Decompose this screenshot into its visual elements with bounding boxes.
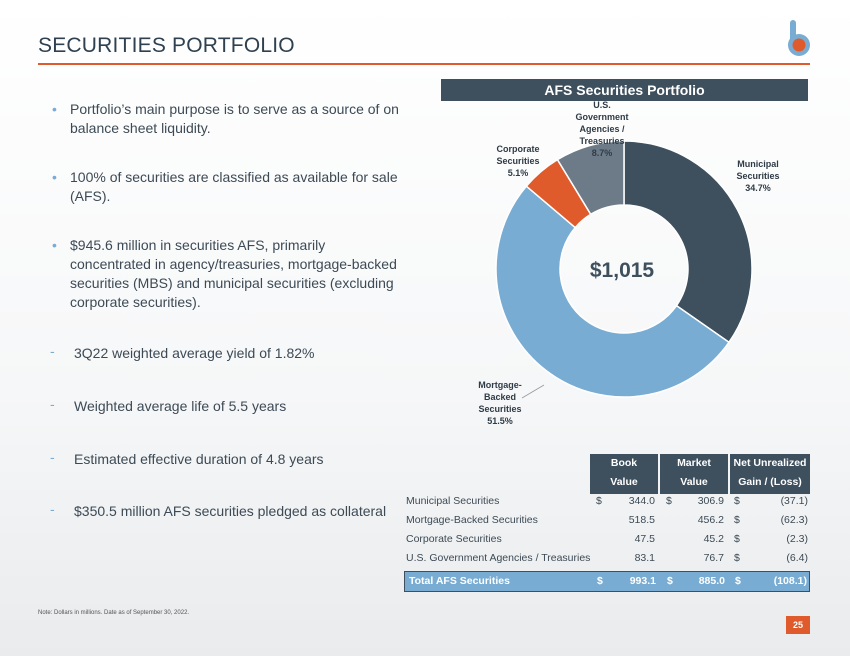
sub-bullet-item: - $350.5 million AFS securities pledged … xyxy=(10,501,408,521)
sub-bullet-text: Estimated effective duration of 4.8 year… xyxy=(74,451,324,467)
total-book: 993.1 xyxy=(629,575,656,587)
bullet-item: • $945.6 million in securities AFS, prim… xyxy=(50,236,410,312)
col-header-market: Market Value xyxy=(660,454,728,494)
total-book-currency: $ xyxy=(597,575,603,587)
table-total-row: Total AFS Securities $ 993.1 $ 885.0 $ (… xyxy=(404,571,810,592)
sub-bullet-text: Weighted average life of 5.5 years xyxy=(74,398,287,414)
bullet-dot-icon: • xyxy=(52,169,57,185)
row-gain: (2.3) xyxy=(786,533,808,545)
slice-label: U.S. Government Agencies / Treasuries 8.7% xyxy=(575,100,628,158)
bullet-dot-icon: • xyxy=(52,237,57,253)
bullet-item: • Portfolio’s main purpose is to serve a… xyxy=(50,100,410,138)
dash-icon: - xyxy=(50,396,55,412)
pie-slice xyxy=(623,140,753,344)
col-header-market-line2: Value xyxy=(680,476,708,488)
col-header-gain: Net Unrealized Gain / (Loss) xyxy=(730,454,810,494)
row-name: Municipal Securities xyxy=(406,495,500,507)
row-market: 306.9 xyxy=(697,495,724,507)
total-gain: (108.1) xyxy=(773,575,807,587)
row-book: 47.5 xyxy=(634,533,655,545)
row-book: 518.5 xyxy=(628,514,655,526)
company-logo-icon xyxy=(788,20,810,56)
bullet-text: Portfolio’s main purpose is to serve as … xyxy=(70,101,399,136)
donut-chart: Municipal Securities 34.7% Mortgage-Backed S… xyxy=(478,100,779,426)
bullet-dot-icon: • xyxy=(52,101,57,117)
row-gain-currency: $ xyxy=(734,533,740,545)
table-row: U.S. Government Agencies / Treasuries 83… xyxy=(404,549,810,568)
row-market: 456.2 xyxy=(697,514,724,526)
footnote: Note: Dollars in millions. Date as of Se… xyxy=(38,610,190,616)
col-header-market-line1: Market xyxy=(677,457,711,469)
row-gain-currency: $ xyxy=(734,495,740,507)
row-name: Mortgage-Backed Securities xyxy=(406,514,538,526)
row-market-currency: $ xyxy=(666,495,672,507)
pie-slice xyxy=(556,140,625,216)
sub-bullet-item: - Weighted average life of 5.5 years xyxy=(10,396,410,416)
col-header-gain-line2: Gain / (Loss) xyxy=(738,476,802,488)
row-gain-currency: $ xyxy=(734,514,740,526)
slice-label: Mortgage-Backed Securities 51.5% xyxy=(478,380,522,426)
page-title: SECURITIES PORTFOLIO xyxy=(38,34,295,57)
dash-icon: - xyxy=(50,343,55,359)
bullet-text: $945.6 million in securities AFS, primar… xyxy=(70,237,397,310)
col-header-book-line1: Book xyxy=(610,457,638,469)
dash-icon: - xyxy=(50,501,55,517)
sub-bullet-item: - Estimated effective duration of 4.8 ye… xyxy=(10,449,410,469)
slice-label: Corporate Securities 5.1% xyxy=(496,144,539,178)
pie-slice xyxy=(495,185,730,398)
dash-icon: - xyxy=(50,449,55,465)
total-market: 885.0 xyxy=(698,575,725,587)
row-book-currency: $ xyxy=(596,495,602,507)
total-gain-currency: $ xyxy=(735,575,741,587)
slice-leader-line xyxy=(521,384,545,399)
chart-title: AFS Securities Portfolio xyxy=(441,79,808,101)
bullet-list: • Portfolio’s main purpose is to serve a… xyxy=(50,100,410,521)
title-divider xyxy=(38,63,810,65)
table-row: Corporate Securities 47.5 45.2 $ (2.3) xyxy=(404,530,810,549)
table-row: Municipal Securities $ 344.0 $ 306.9 $ (… xyxy=(404,492,810,511)
sub-bullet-text: $350.5 million AFS securities pledged as… xyxy=(74,503,387,519)
row-book: 83.1 xyxy=(634,552,655,564)
total-market-currency: $ xyxy=(667,575,673,587)
table-row: Mortgage-Backed Securities 518.5 456.2 $… xyxy=(404,511,810,530)
row-gain: (37.1) xyxy=(780,495,808,507)
total-name: Total AFS Securities xyxy=(409,575,510,587)
row-book: 344.0 xyxy=(628,495,655,507)
sub-bullet-item: - 3Q22 weighted average yield of 1.82% xyxy=(10,343,410,363)
page-number: 25 xyxy=(786,616,810,634)
row-name: U.S. Government Agencies / Treasuries xyxy=(406,552,591,564)
row-market: 76.7 xyxy=(703,552,724,564)
bullet-item: • 100% of securities are classified as a… xyxy=(50,168,410,206)
col-header-book-line2: Value xyxy=(610,476,638,488)
row-gain: (6.4) xyxy=(786,552,808,564)
slice-label: Municipal Securities 34.7% xyxy=(736,159,779,193)
col-header-gain-line1: Net Unrealized xyxy=(733,457,807,469)
sub-bullet-text: 3Q22 weighted average yield of 1.82% xyxy=(74,345,315,361)
row-gain: (62.3) xyxy=(780,514,808,526)
row-market: 45.2 xyxy=(703,533,724,545)
row-name: Corporate Securities xyxy=(406,533,502,545)
col-header-book: Book Value xyxy=(590,454,658,494)
row-gain-currency: $ xyxy=(734,552,740,564)
center-total-label: $1,015 xyxy=(590,259,655,282)
bullet-text: 100% of securities are classified as ava… xyxy=(70,169,398,204)
